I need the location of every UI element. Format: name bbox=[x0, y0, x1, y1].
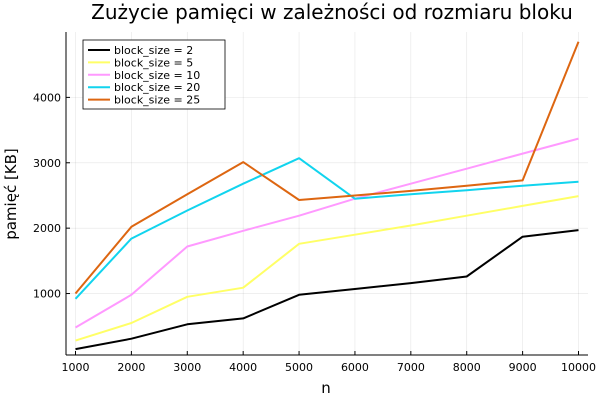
x-tick-label: 8000 bbox=[453, 361, 481, 374]
series-line bbox=[74, 137, 579, 329]
x-tick-label: 1000 bbox=[62, 361, 90, 374]
x-tick-label: 7000 bbox=[397, 361, 425, 374]
y-tick-label: 2000 bbox=[33, 222, 61, 235]
chart-title: Zużycie pamięci w zależności od rozmiaru… bbox=[91, 0, 573, 24]
series-lines bbox=[74, 41, 580, 351]
series-line bbox=[74, 41, 580, 295]
x-tick-label: 10000 bbox=[561, 361, 596, 374]
x-tick-label: 4000 bbox=[229, 361, 257, 374]
legend-label: block_size = 5 bbox=[114, 56, 193, 69]
x-axis-title: n bbox=[321, 379, 331, 397]
series-line bbox=[75, 195, 579, 342]
x-tick-label: 5000 bbox=[285, 361, 313, 374]
x-tick-label: 3000 bbox=[173, 361, 201, 374]
series-line bbox=[75, 229, 579, 351]
y-tick-label: 1000 bbox=[33, 288, 61, 301]
axes: 1000 2000 3000 4000 5000 6000 7000 8000 9000 1000… bbox=[33, 32, 596, 374]
x-tick-label: 2000 bbox=[117, 361, 145, 374]
legend-label: block_size = 25 bbox=[114, 94, 200, 107]
legend-label: block_size = 2 bbox=[114, 44, 193, 57]
y-tick-label: 4000 bbox=[33, 91, 61, 104]
x-tick-label: 6000 bbox=[341, 361, 369, 374]
legend-label: block_size = 10 bbox=[114, 69, 200, 82]
y-axis-title: pamięć [KB] bbox=[2, 148, 20, 240]
series-line bbox=[74, 157, 579, 300]
y-tick-label: 3000 bbox=[33, 157, 61, 170]
legend-label: block_size = 20 bbox=[114, 81, 200, 94]
x-tick-label: 9000 bbox=[509, 361, 537, 374]
